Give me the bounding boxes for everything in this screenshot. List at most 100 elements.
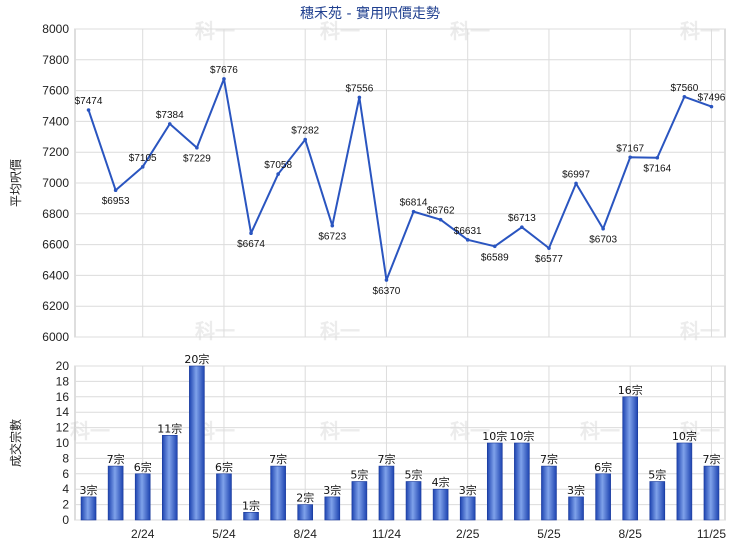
bar-y-tick-label: 18 xyxy=(56,374,70,388)
line-y-axis-label: 平均呎價 xyxy=(9,159,23,207)
transaction-data-label: 5宗 xyxy=(405,468,423,482)
watermark-text: 科一 xyxy=(320,419,360,443)
watermark-text: 科一 xyxy=(195,19,235,43)
price-data-label: $6589 xyxy=(481,252,509,263)
price-data-label: $6762 xyxy=(427,206,455,217)
watermark-text: 科一 xyxy=(680,419,720,443)
price-data-label: $7282 xyxy=(291,126,319,137)
transaction-data-label: 7宗 xyxy=(377,452,395,466)
transaction-bar xyxy=(703,465,720,521)
price-data-label: $6370 xyxy=(373,286,401,297)
transaction-bar xyxy=(378,465,395,521)
price-point xyxy=(86,108,91,112)
line-y-tick-label: 7600 xyxy=(42,84,69,98)
watermark-text: 科一 xyxy=(680,19,720,43)
transaction-data-label: 5宗 xyxy=(350,468,368,482)
transaction-data-label: 7宗 xyxy=(107,452,125,466)
watermark-text: 科一 xyxy=(450,19,490,43)
price-point xyxy=(628,155,633,160)
line-y-tick-label: 7800 xyxy=(42,53,69,67)
price-data-label: $7556 xyxy=(345,83,373,94)
transaction-bar xyxy=(80,496,97,521)
price-point xyxy=(547,246,551,250)
price-point xyxy=(574,181,578,186)
price-data-label: $7058 xyxy=(264,160,292,171)
line-y-tick-label: 7400 xyxy=(42,114,69,128)
bar-y-tick-label: 14 xyxy=(56,405,70,419)
price-point xyxy=(303,137,308,142)
transaction-data-label: 5宗 xyxy=(648,468,666,482)
bar-y-tick-label: 8 xyxy=(62,451,69,465)
transaction-bar xyxy=(649,481,666,521)
transaction-bar xyxy=(622,396,639,521)
transaction-data-label: 4宗 xyxy=(432,475,450,489)
transaction-bar xyxy=(189,365,205,521)
bar-y-tick-label: 12 xyxy=(56,421,70,435)
line-y-tick-label: 6600 xyxy=(42,238,69,252)
bar-y-tick-label: 4 xyxy=(62,482,69,496)
transaction-data-label: 7宗 xyxy=(269,452,287,466)
transaction-bar xyxy=(595,473,611,521)
price-series-line xyxy=(87,77,712,282)
price-data-label: $7384 xyxy=(156,110,184,121)
x-tick-label: 11/25 xyxy=(697,527,726,541)
bar-y-tick-label: 10 xyxy=(56,436,70,450)
bar-y-tick-label: 0 xyxy=(62,513,69,527)
price-point xyxy=(438,217,443,222)
price-data-label: $7164 xyxy=(643,164,671,175)
transaction-data-label: 20宗 xyxy=(184,352,209,366)
price-data-label: $6577 xyxy=(535,254,563,265)
x-tick-label: 8/24 xyxy=(294,527,318,541)
price-point xyxy=(140,165,145,169)
x-tick-label: 8/25 xyxy=(619,527,643,541)
price-data-label: $6631 xyxy=(454,226,482,237)
transaction-bar xyxy=(405,481,422,521)
price-point xyxy=(249,231,253,236)
x-tick-label: 5/24 xyxy=(212,527,236,541)
line-chart-panel: 8000 7800 7600 7400 7200 7000 6800 6600 6400 6200… xyxy=(9,22,726,344)
transaction-data-label: 3宗 xyxy=(80,483,98,497)
transaction-data-label: 3宗 xyxy=(323,483,341,497)
price-data-label: $7474 xyxy=(75,96,103,107)
price-data-label: $6723 xyxy=(318,232,346,243)
line-y-tick-label: 6800 xyxy=(42,207,69,221)
watermark-text: 科一 xyxy=(195,319,235,343)
transaction-data-label: 16宗 xyxy=(618,383,643,397)
transaction-bar xyxy=(216,473,232,521)
watermark-text: 科一 xyxy=(320,19,360,43)
transaction-bar xyxy=(270,465,286,521)
watermark-text: 科一 xyxy=(680,319,720,343)
watermark-text: 科一 xyxy=(70,419,110,443)
price-data-label: $7229 xyxy=(183,154,211,165)
transaction-data-label: 6宗 xyxy=(594,460,612,474)
transaction-bar xyxy=(676,442,693,521)
price-point xyxy=(601,226,605,231)
transaction-data-label: 3宗 xyxy=(459,483,477,497)
transaction-data-label: 10宗 xyxy=(672,429,697,443)
price-point xyxy=(411,209,416,214)
line-y-tick-label: 8000 xyxy=(42,22,69,36)
price-point xyxy=(709,104,714,109)
transaction-data-label: 10宗 xyxy=(482,429,507,443)
price-data-label: $6814 xyxy=(400,198,428,209)
price-point xyxy=(276,172,280,176)
line-y-tick-label: 6200 xyxy=(42,299,69,313)
transaction-bar xyxy=(107,465,124,521)
transaction-bar xyxy=(486,442,503,521)
x-tick-label: 2/24 xyxy=(131,527,155,541)
price-point xyxy=(113,188,118,193)
line-y-tick-label: 6400 xyxy=(42,268,69,282)
price-data-label: $6674 xyxy=(237,239,265,250)
chart-title: 穗禾苑 - 實用呎價走勢 xyxy=(300,5,440,22)
transaction-bar xyxy=(297,504,314,521)
price-point xyxy=(384,278,389,282)
price-point xyxy=(357,95,362,100)
price-point xyxy=(682,94,687,99)
price-point xyxy=(655,155,660,160)
price-data-label: $6713 xyxy=(508,213,536,224)
x-tick-label: 2/25 xyxy=(456,527,480,541)
price-data-label: $7676 xyxy=(210,65,238,76)
